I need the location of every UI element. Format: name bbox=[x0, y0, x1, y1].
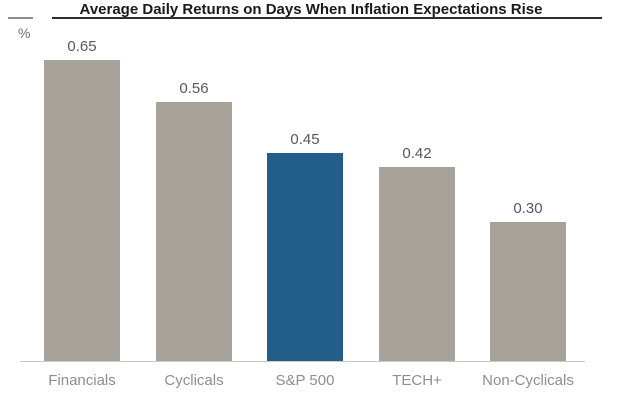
bar-value-label-tech: 0.42 bbox=[402, 145, 432, 162]
bar-category-label-cyclicals: Cyclicals bbox=[164, 372, 224, 389]
bar-financials bbox=[44, 60, 120, 361]
bar-column-s-p-500: 0.45 S&P 500 bbox=[267, 0, 343, 400]
bar-value-label-financials: 0.65 bbox=[67, 38, 97, 55]
bar-column-non-cyclicals: 0.30 Non-Cyclicals bbox=[482, 0, 574, 400]
bar-category-label-non-cyclicals: Non-Cyclicals bbox=[482, 372, 574, 389]
title-underline bbox=[52, 17, 602, 19]
bar-tech bbox=[379, 167, 455, 361]
x-axis-line bbox=[20, 361, 585, 362]
bar-category-label-s-p-500: S&P 500 bbox=[275, 372, 335, 389]
chart-title: Average Daily Returns on Days When Infla… bbox=[79, 1, 543, 18]
bar-category-label-tech: TECH+ bbox=[392, 372, 442, 389]
bar-non-cyclicals bbox=[490, 222, 566, 361]
bar-cyclicals bbox=[156, 102, 232, 361]
bar-value-label-s-p-500: 0.45 bbox=[290, 131, 320, 148]
bar-column-tech: 0.42 TECH+ bbox=[379, 0, 455, 400]
bar-value-label-non-cyclicals: 0.30 bbox=[513, 200, 543, 217]
bar-s-p-500 bbox=[267, 153, 343, 361]
bar-column-financials: 0.65 Financials bbox=[44, 0, 120, 400]
bar-category-label-financials: Financials bbox=[48, 372, 116, 389]
bar-value-label-cyclicals: 0.56 bbox=[179, 80, 209, 97]
bar-column-cyclicals: 0.56 Cyclicals bbox=[156, 0, 232, 400]
top-left-rule bbox=[8, 17, 33, 19]
y-axis-unit-label: % bbox=[18, 25, 31, 41]
